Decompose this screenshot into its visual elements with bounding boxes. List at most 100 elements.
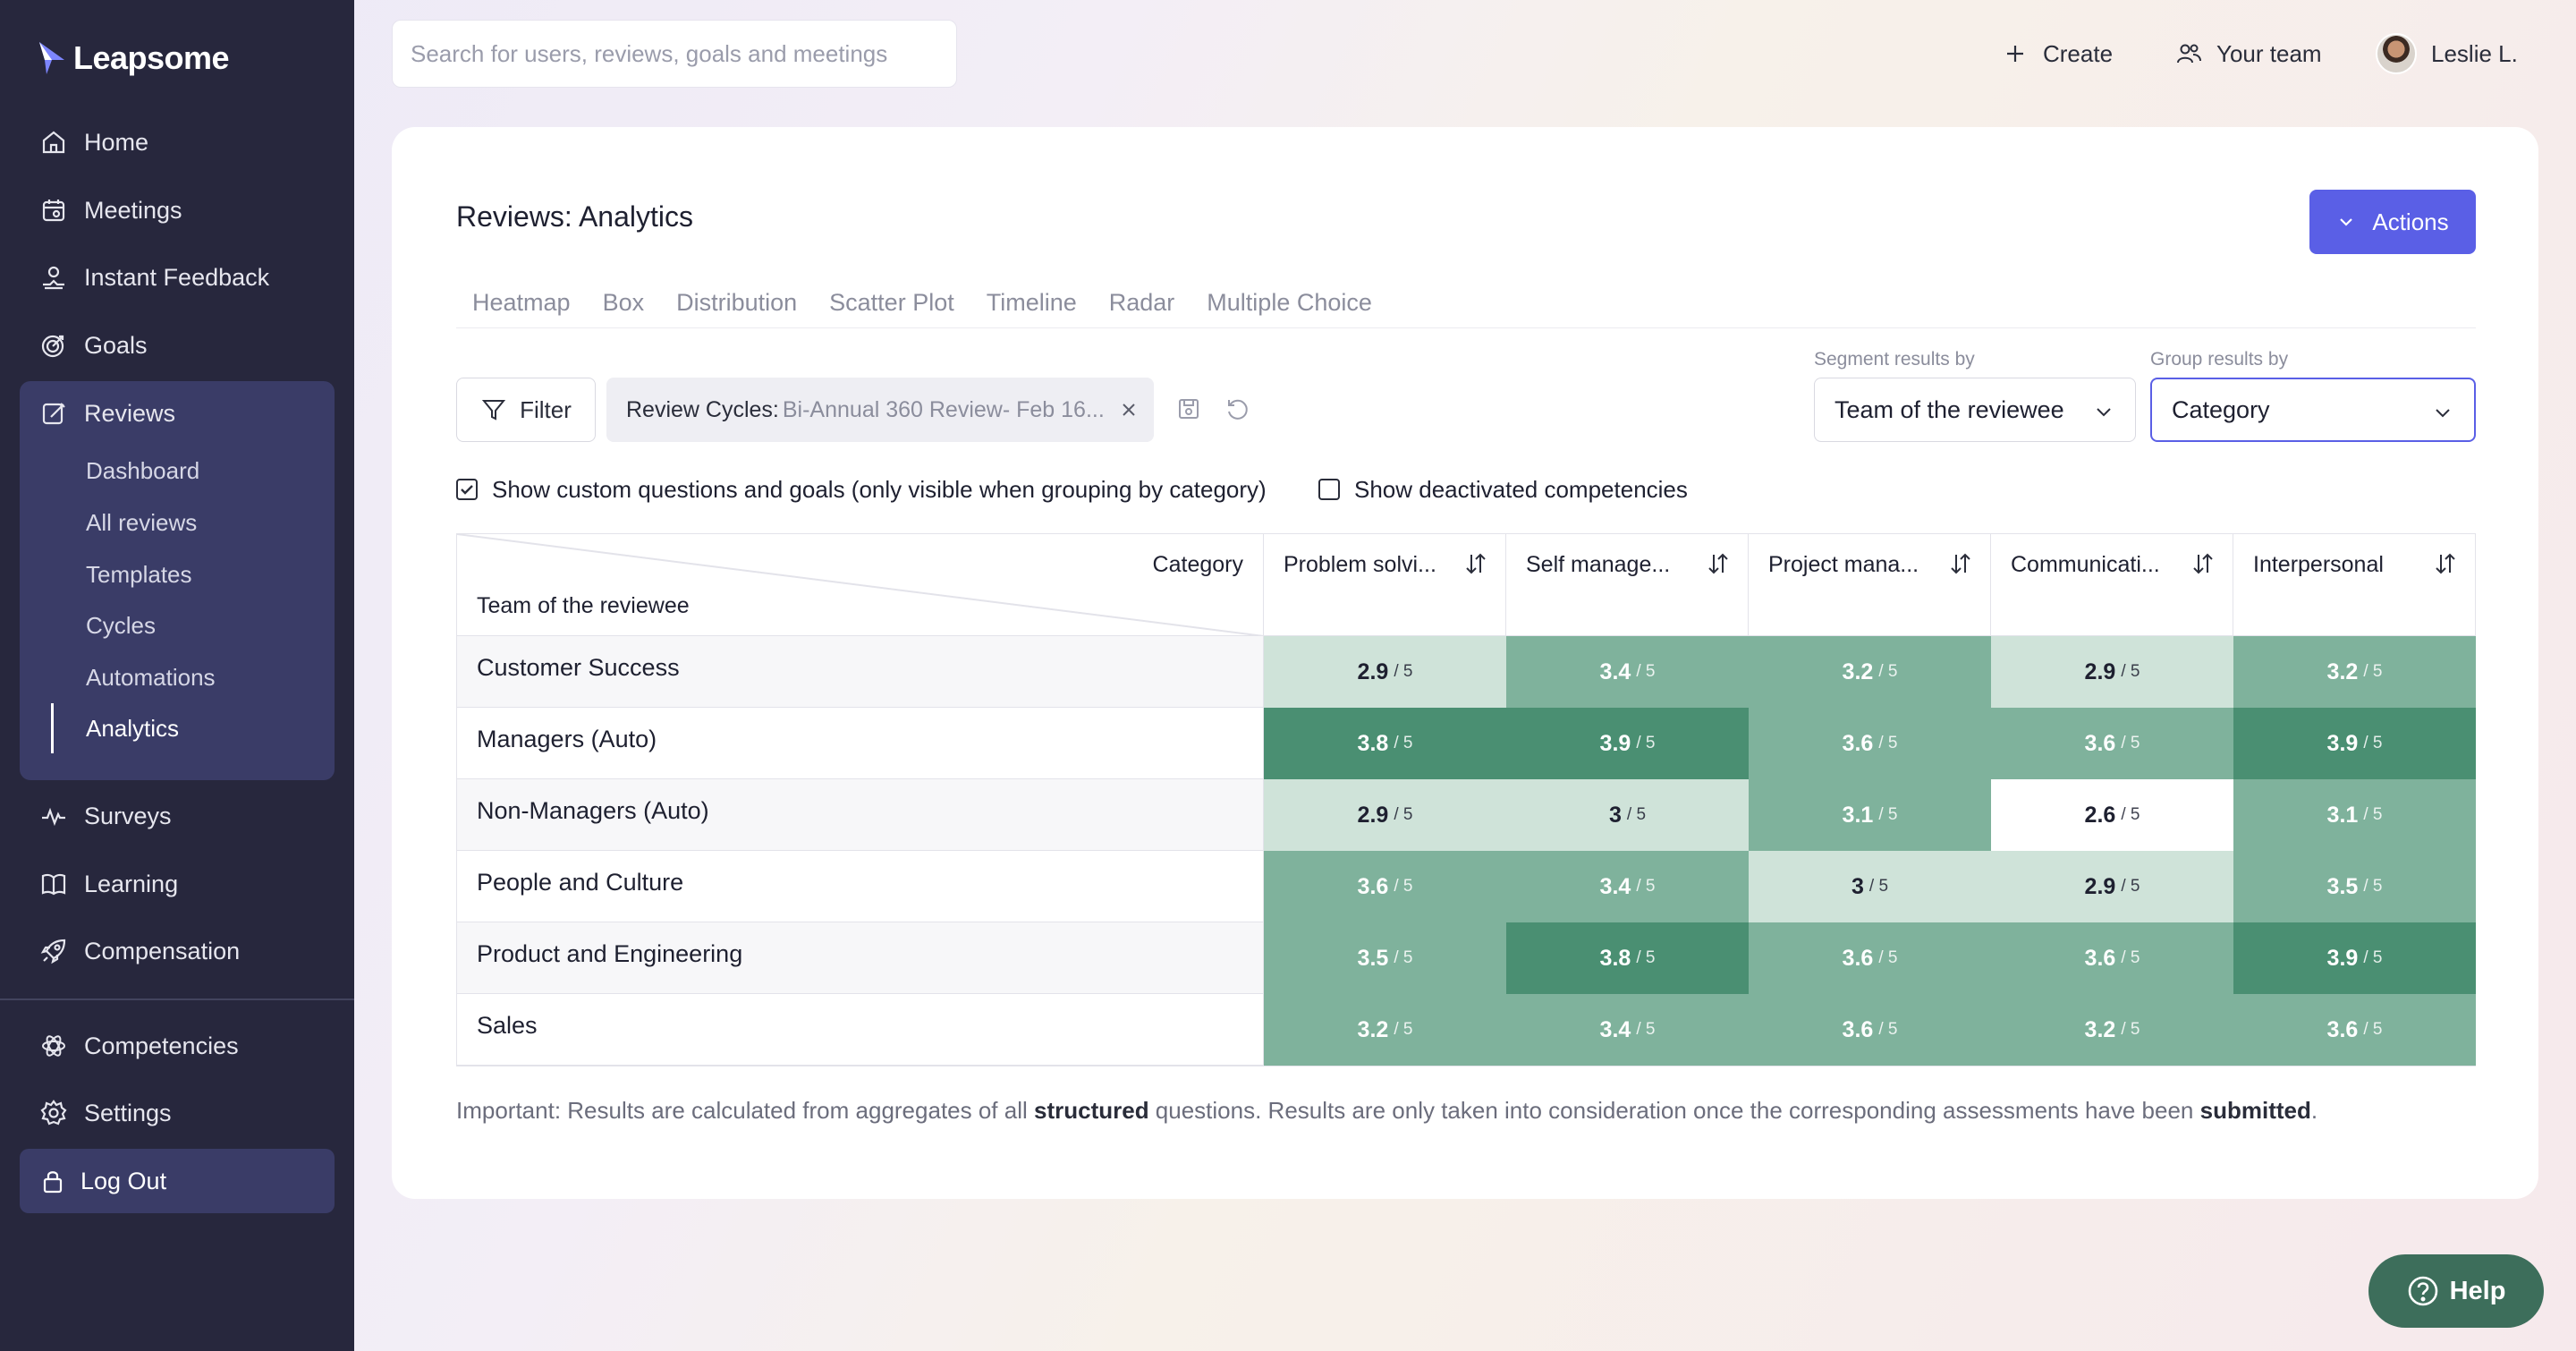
sidebar-item-goals[interactable]: Goals	[20, 316, 335, 375]
heatmap-cell[interactable]: 3.4 / 5	[1506, 636, 1749, 708]
filter-button[interactable]: Filter	[456, 378, 596, 442]
sidebar-subitem-templates[interactable]: Templates	[86, 560, 192, 588]
review-cycle-filter-chip[interactable]: Review Cycles: Bi-Annual 360 Review- Feb…	[606, 378, 1154, 442]
cell-score: 3.9	[2326, 945, 2359, 971]
create-button[interactable]: Create	[2002, 32, 2113, 75]
heatmap-cell[interactable]: 3.9/ 5	[2233, 922, 2476, 994]
sort-icon[interactable]	[1462, 550, 1489, 577]
heatmap-cell[interactable]: 3.6/ 5	[1749, 708, 1991, 779]
cell-max: / 5	[1636, 734, 1656, 752]
close-icon[interactable]	[1118, 399, 1140, 421]
sidebar-subitem-cycles[interactable]: Cycles	[86, 611, 157, 639]
actions-button[interactable]: Actions	[2309, 190, 2476, 254]
heatmap-cell[interactable]: 3.2/ 5	[1264, 994, 1506, 1066]
heatmap-cell[interactable]: 3/ 5	[1506, 779, 1749, 851]
sidebar-subitem-analytics[interactable]: Analytics	[86, 714, 180, 742]
checkbox-unchecked[interactable]	[1318, 479, 1340, 500]
heatmap-cell[interactable]: 3.6/ 5	[1264, 851, 1506, 922]
tab-timeline[interactable]: Timeline	[986, 288, 1077, 316]
leapsome-logo[interactable]: Leapsome	[38, 36, 230, 81]
heatmap-cell[interactable]: 2.9 / 5	[1264, 779, 1506, 851]
heatmap-cell[interactable]: 3.8 / 5	[1264, 708, 1506, 779]
page-title: Reviews: Analytics	[456, 200, 693, 233]
heatmap-cell[interactable]: 2.6 / 5	[1991, 779, 2233, 851]
sidebar-divider	[0, 998, 354, 1000]
heatmap-cell[interactable]: 3.8 / 5	[1506, 922, 1749, 994]
column-header[interactable]: Self manage...	[1506, 534, 1749, 636]
heatmap-cell[interactable]: 2.9 / 5	[1991, 636, 2233, 708]
save-icon[interactable]	[1174, 394, 1204, 424]
column-header[interactable]: Interpersonal	[2233, 534, 2476, 636]
group-select[interactable]: Category	[2150, 378, 2476, 442]
sort-icon[interactable]	[1705, 550, 1732, 577]
column-header[interactable]: Communicati...	[1991, 534, 2233, 636]
heatmap-cell[interactable]: 3.2/ 5	[1991, 994, 2233, 1066]
sidebar-subitem-automations[interactable]: Automations	[86, 663, 216, 691]
sidebar-item-compensation[interactable]: Compensation	[20, 922, 335, 981]
heatmap-cell[interactable]: 3.5/ 5	[1264, 922, 1506, 994]
deactivated-competencies-checkbox[interactable]: Show deactivated competencies	[1318, 467, 1688, 512]
tab-radar[interactable]: Radar	[1108, 288, 1175, 316]
cell-max: / 5	[1878, 948, 1898, 967]
cell-score: 3.2	[1357, 1016, 1389, 1042]
tab-heatmap[interactable]: Heatmap	[472, 288, 571, 316]
cell-score: 2.9	[2084, 659, 2116, 684]
heatmap-cell[interactable]: 3.1/ 5	[2233, 779, 2476, 851]
your-team-button[interactable]: Your team	[2175, 32, 2322, 75]
heatmap-cell[interactable]: 3.2/ 5	[2233, 636, 2476, 708]
heatmap-cell[interactable]: 3/ 5	[1749, 851, 1991, 922]
custom-questions-checkbox[interactable]: Show custom questions and goals (only vi…	[456, 467, 1267, 512]
user-menu[interactable]: Leslie L.	[2376, 32, 2518, 75]
heatmap-cell[interactable]: 3.6/ 5	[1991, 922, 2233, 994]
heatmap-cell[interactable]: 3.6/ 5	[1991, 708, 2233, 779]
heatmap-cell[interactable]: 3.4 / 5	[1506, 994, 1749, 1066]
cell-score: 3.6	[1842, 730, 1874, 756]
edit-icon	[42, 403, 65, 425]
chevron-down-icon	[2340, 218, 2353, 226]
reviews-group	[20, 381, 335, 780]
heatmap-cell[interactable]: 3.6/ 5	[1749, 994, 1991, 1066]
sidebar-item-meetings[interactable]: Meetings	[20, 181, 335, 240]
heatmap-cell[interactable]: 3.9/ 5	[1506, 708, 1749, 779]
sidebar-item-instant-feedback[interactable]: Instant Feedback	[20, 248, 335, 307]
sidebar-item-home[interactable]: Home	[20, 113, 335, 172]
tab-scatter-plot[interactable]: Scatter Plot	[829, 288, 954, 316]
logout-button[interactable]: Log Out	[20, 1149, 335, 1213]
tab-box[interactable]: Box	[602, 288, 645, 316]
sidebar-item-competencies[interactable]: Competencies	[20, 1016, 335, 1075]
heatmap-cell[interactable]: 2.9 / 5	[1991, 851, 2233, 922]
checkbox-checked[interactable]	[456, 479, 478, 500]
sidebar-item-settings[interactable]: Settings	[20, 1083, 335, 1143]
sort-icon[interactable]	[2190, 550, 2216, 577]
cell-max: / 5	[1394, 734, 1413, 752]
column-header[interactable]: Project mana...	[1749, 534, 1991, 636]
reset-icon[interactable]	[1222, 394, 1252, 424]
heatmap-cell[interactable]: 3.1/ 5	[1749, 779, 1991, 851]
cell-score: 3.1	[1842, 802, 1874, 828]
tab-distribution[interactable]: Distribution	[676, 288, 798, 316]
heatmap-cell[interactable]: 3.4 / 5	[1506, 851, 1749, 922]
cell-max: / 5	[1636, 662, 1656, 681]
heatmap-cell[interactable]: 3.6/ 5	[1749, 922, 1991, 994]
book-icon	[41, 873, 66, 896]
heatmap-cell[interactable]: 3.9/ 5	[2233, 708, 2476, 779]
search-input[interactable]: Search for users, reviews, goals and mee…	[392, 20, 957, 88]
sidebar-subitem-dashboard[interactable]: Dashboard	[86, 456, 200, 484]
heatmap-cell[interactable]: 3.2/ 5	[1749, 636, 1991, 708]
tab-multiple-choice[interactable]: Multiple Choice	[1207, 288, 1372, 316]
help-button[interactable]: Help	[2368, 1254, 2544, 1328]
sidebar-item-reviews[interactable]: Reviews	[20, 384, 335, 443]
sort-icon[interactable]	[1947, 550, 1974, 577]
segment-select[interactable]: Team of the reviewee	[1814, 378, 2136, 442]
sidebar-item-learning[interactable]: Learning	[20, 854, 335, 913]
heatmap-cell[interactable]: 3.6/ 5	[2233, 994, 2476, 1066]
cell-score: 3.6	[2084, 730, 2116, 756]
sidebar-subitem-all-reviews[interactable]: All reviews	[86, 508, 198, 536]
column-header[interactable]: Problem solvi...	[1264, 534, 1506, 636]
sidebar-item-surveys[interactable]: Surveys	[20, 786, 335, 845]
heatmap-cell[interactable]: 3.5/ 5	[2233, 851, 2476, 922]
sort-icon[interactable]	[2432, 550, 2459, 577]
chevron-down-icon	[2097, 408, 2111, 417]
heatmap-cell[interactable]: 2.9 / 5	[1264, 636, 1506, 708]
active-indicator	[51, 703, 54, 753]
